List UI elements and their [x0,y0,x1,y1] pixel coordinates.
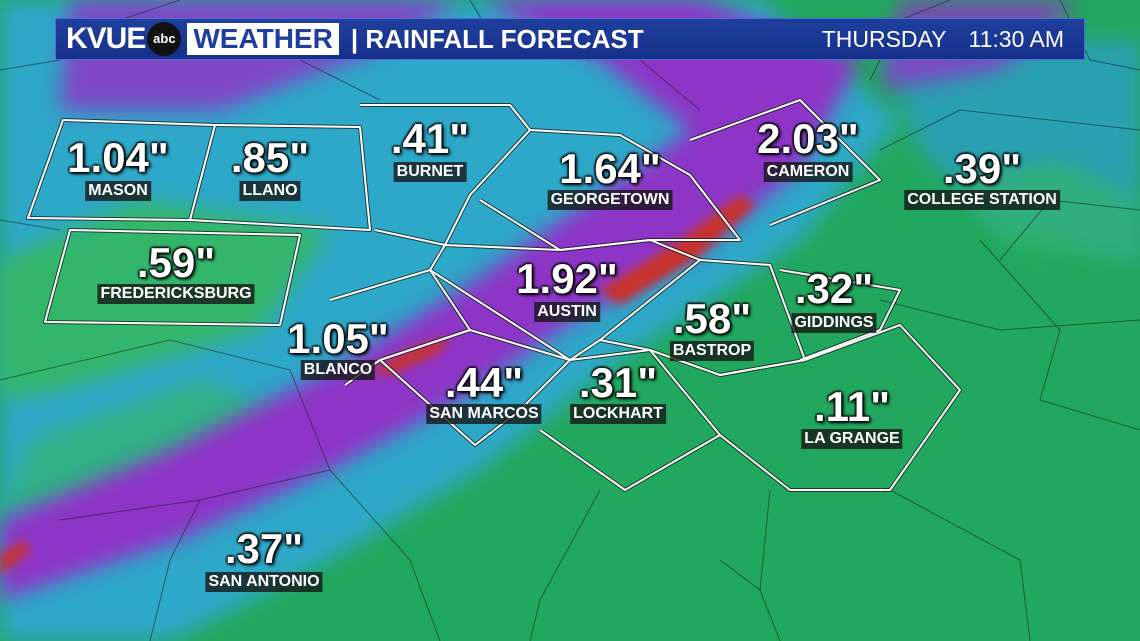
amount-fredericksburg: .59" [136,239,216,286]
amount-lockhart: .31" [578,359,658,406]
forecast-day: THURSDAY [821,25,947,52]
city-fredericksburg: FREDERICKSBURG [97,284,255,304]
city-la-grange: LA GRANGE [801,429,903,449]
city-lockhart: LOCKHART [570,404,666,424]
amount-giddings: .32" [794,265,874,312]
city-llano: LLANO [239,181,301,201]
city-bastrop: BASTROP [669,341,755,361]
city-mason: MASON [85,181,151,201]
city-giddings: GIDDINGS [791,313,877,333]
header-bar: KVUE abc WEATHER | RAINFALL FORECAST THU… [55,18,1085,60]
city-burnet: BURNET [393,162,467,182]
city-college-station: COLLEGE STATION [904,190,1060,210]
abc-logo-icon: abc [147,22,182,56]
city-blanco: BLANCO [300,360,376,380]
amount-san-marcos: .44" [444,359,524,406]
page-title: | RAINFALL FORECAST [350,23,644,54]
forecast-datetime: THURSDAY 11:30 AM [822,26,1064,53]
city-san-antonio: SAN ANTONIO [205,572,323,592]
amount-blanco: 1.05" [287,315,389,362]
city-georgetown: GEORGETOWN [547,190,673,210]
amount-san-antonio: .37" [224,525,304,572]
amount-georgetown: 1.64" [559,145,661,192]
amount-austin: 1.92" [516,255,618,302]
region-outlines [27,99,961,491]
amount-llano: .85" [230,134,310,181]
city-austin: AUSTIN [534,302,600,322]
amount-mason: 1.04" [67,134,169,181]
station-logo: KVUE [66,22,146,55]
amount-la-grange: .11" [814,383,890,430]
forecast-time: 11:30 AM [968,25,1064,52]
amount-burnet: .41" [390,115,470,162]
amount-cameron: 2.03" [757,115,859,162]
city-cameron: CAMERON [763,162,853,182]
amount-college-station: .39" [942,145,1022,192]
city-san-marcos: SAN MARCOS [426,404,542,424]
weather-label: WEATHER [187,23,339,55]
amount-bastrop: .58" [672,295,752,342]
